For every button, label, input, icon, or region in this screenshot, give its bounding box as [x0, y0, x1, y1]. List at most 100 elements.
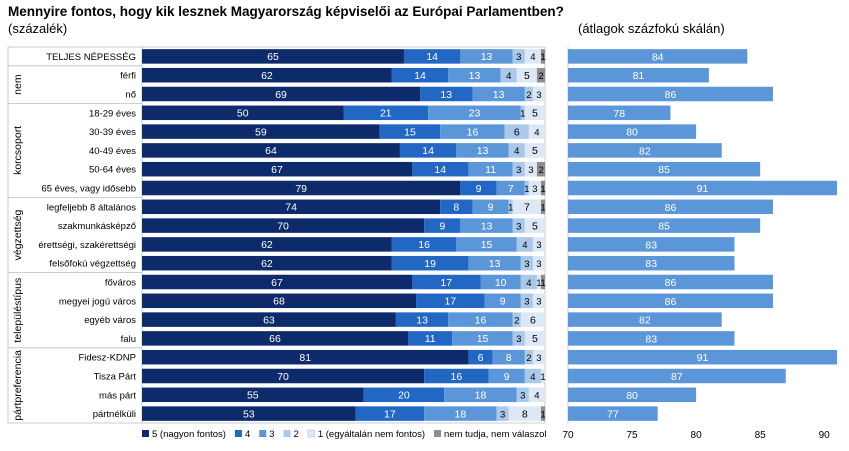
data-label: 5 — [532, 333, 538, 345]
bar-segment — [524, 86, 533, 102]
bar-segment — [142, 331, 408, 346]
data-label: 3 — [516, 334, 521, 345]
bar-segment — [440, 199, 473, 215]
legend-swatch — [283, 430, 291, 437]
bar-segment — [524, 180, 529, 196]
data-label: 3 — [516, 221, 521, 232]
chart-title: Mennyire fontos, hogy kik lesznek Magyar… — [8, 4, 564, 19]
category-label: szakmunkásképző — [58, 221, 136, 232]
data-label: 18 — [455, 408, 467, 420]
data-label: 19 — [424, 258, 436, 270]
average-bar — [568, 218, 761, 233]
bar-segment — [416, 293, 485, 309]
legend-swatch — [142, 430, 149, 437]
bar-segment — [532, 237, 545, 252]
bar-segment — [142, 349, 469, 365]
bar-segment — [508, 199, 513, 215]
data-label: 2 — [538, 71, 543, 82]
data-label: 62 — [261, 258, 273, 270]
category-label: érettségi, szakérettségi — [38, 240, 136, 251]
data-label: 4 — [526, 278, 531, 289]
category-label: 30-39 éves — [89, 127, 136, 138]
bar-segment — [540, 406, 545, 421]
legend-label: nem tudja, nem válaszol — [444, 429, 546, 440]
bar-segment — [391, 255, 469, 271]
bar-segment — [142, 143, 400, 158]
data-label: 3 — [536, 240, 541, 251]
bar-segment — [508, 406, 541, 421]
tick-label: 85 — [755, 430, 767, 441]
bar-segment — [540, 199, 545, 215]
stacked-bar-chart: nem korcsoport végzettség településtípus pár… — [7, 46, 546, 424]
bar-segment — [484, 293, 521, 309]
data-label: 1 — [524, 184, 529, 195]
bar-segment — [512, 218, 525, 233]
data-label: 9 — [476, 183, 482, 195]
bar-segment — [524, 331, 545, 346]
data-label: 3 — [500, 409, 505, 420]
bar-segment — [520, 312, 545, 327]
data-label: 15 — [481, 239, 493, 251]
average-bar — [568, 49, 748, 64]
average-label: 82 — [639, 145, 651, 157]
data-label: 69 — [275, 89, 287, 101]
data-label: 5 — [524, 70, 530, 82]
bar-segment — [540, 180, 545, 196]
bar-segment — [456, 237, 517, 252]
category-label: egyéb város — [84, 315, 136, 326]
data-label: 6 — [478, 352, 484, 364]
data-label: 62 — [261, 70, 273, 82]
bar-segment — [516, 387, 529, 403]
bar-segment — [379, 124, 441, 139]
bar-segment — [142, 293, 417, 309]
tick-label: 70 — [562, 430, 574, 441]
data-label: 18 — [475, 390, 487, 402]
data-label: 4 — [534, 127, 539, 138]
data-label: 14 — [414, 70, 426, 82]
data-label: 3 — [520, 391, 525, 402]
bar-segment — [391, 67, 449, 83]
bar-segment — [512, 331, 525, 346]
bar-segment — [528, 124, 545, 139]
bar-segment — [536, 274, 541, 290]
category-label: 65 éves, vagy idősebb — [41, 184, 136, 195]
data-label: 1 — [540, 372, 545, 383]
data-label: 13 — [440, 89, 452, 101]
average-bar — [568, 124, 697, 139]
data-label: 3 — [536, 90, 541, 101]
average-label: 80 — [626, 390, 638, 402]
bar-segment — [440, 124, 505, 139]
average-bar — [568, 293, 773, 309]
average-bar — [568, 387, 697, 403]
category-label: TELJES NÉPESSÉG — [46, 52, 136, 63]
bar-segment — [528, 387, 545, 403]
average-label: 84 — [652, 51, 664, 63]
average-bar — [568, 199, 773, 215]
bar-segment — [528, 180, 541, 196]
category-label: Fidesz-KDNP — [78, 353, 136, 364]
data-label: 53 — [243, 408, 255, 420]
data-label: 5 — [532, 108, 538, 120]
legend-swatch — [434, 430, 442, 437]
average-chart-title: (átlagok százfokú skálán) — [578, 21, 725, 36]
data-label: 17 — [444, 296, 456, 308]
data-label: 8 — [506, 352, 512, 364]
bar-segment — [480, 274, 521, 290]
data-label: 13 — [416, 314, 428, 326]
bar-segment — [391, 237, 457, 252]
legend-swatch — [307, 429, 316, 438]
tick-label: 80 — [691, 430, 703, 441]
group-label: korcsoport — [12, 126, 24, 175]
bar-segment — [407, 331, 453, 346]
data-label: 5 — [532, 220, 538, 232]
bar-segment — [492, 349, 525, 365]
data-label: 2 — [526, 353, 531, 364]
group-label: településtípus — [12, 278, 24, 343]
bar-segment — [520, 105, 525, 121]
data-label: 6 — [514, 126, 520, 138]
data-label: 3 — [528, 165, 533, 176]
data-label: 68 — [273, 296, 285, 308]
group-label: pártpreferencia — [12, 350, 24, 421]
legend-swatch — [234, 430, 242, 437]
data-label: 13 — [469, 70, 481, 82]
